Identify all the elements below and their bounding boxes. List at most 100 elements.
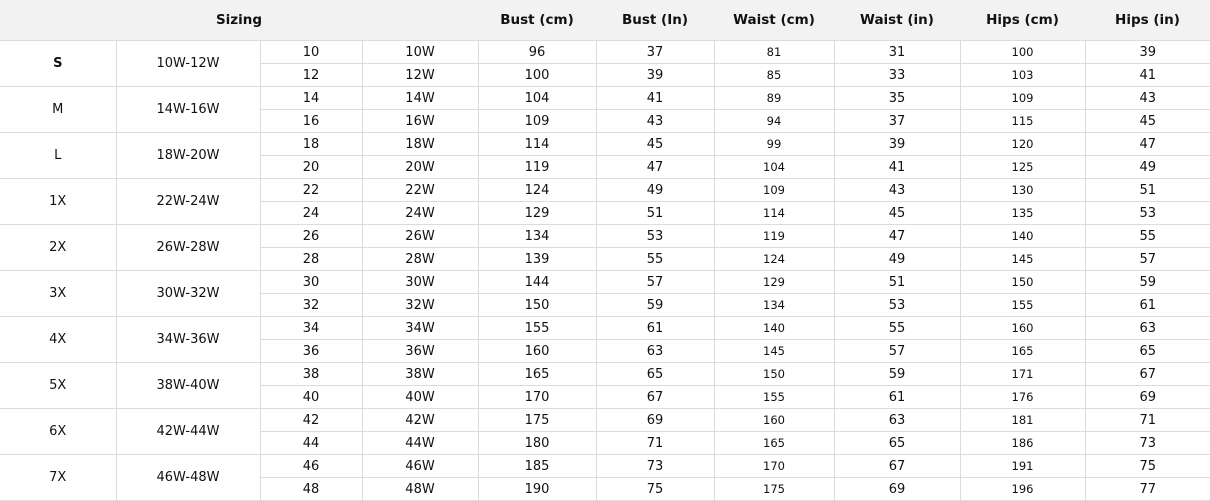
- bust-in-cell: 39: [595, 63, 715, 87]
- hips-in-cell: 43: [1084, 86, 1210, 110]
- bust-in-cell: 49: [595, 178, 715, 202]
- us-size-cell: 22: [259, 178, 363, 202]
- us-size-cell: 32: [260, 293, 363, 317]
- bust-in-cell: 47: [595, 155, 715, 179]
- waist-in-cell: 35: [833, 86, 961, 110]
- table-row: 5X 38W-40W 38 38W 165 65 150 59 171 67: [0, 362, 1210, 409]
- header-sizing: Sizing: [0, 0, 478, 41]
- hips-in-cell: 57: [1084, 247, 1210, 271]
- hips-in-cell: 61: [1084, 293, 1210, 317]
- size-label: 3X: [0, 270, 117, 317]
- waist-cm-cell: 160: [713, 408, 835, 432]
- table-row: 4X 34W-36W 34 34W 155 61 140 55 160 63: [0, 316, 1210, 363]
- bust-in-cell: 57: [595, 270, 715, 294]
- w-size-cell: 16W: [361, 109, 479, 133]
- waist-in-cell: 33: [833, 63, 961, 87]
- header-waist-in: Waist (in): [834, 0, 960, 41]
- bust-cm-cell: 180: [477, 431, 597, 455]
- hips-cm-cell: 135: [959, 201, 1086, 225]
- waist-cm-cell: 94: [713, 109, 835, 133]
- bust-cm-cell: 134: [477, 224, 597, 248]
- bust-cm-cell: 144: [477, 270, 597, 294]
- hips-in-cell: 65: [1084, 339, 1210, 363]
- size-label: M: [0, 86, 117, 133]
- waist-in-cell: 43: [833, 178, 961, 202]
- w-size-cell: 20W: [361, 155, 479, 179]
- w-size-cell: 46W: [361, 454, 479, 478]
- us-size-cell: 12: [260, 63, 363, 87]
- bust-cm-cell: 114: [477, 132, 597, 156]
- waist-in-cell: 37: [833, 109, 961, 133]
- hips-in-cell: 75: [1084, 454, 1210, 478]
- waist-in-cell: 47: [833, 224, 961, 248]
- bust-in-cell: 63: [595, 339, 715, 363]
- w-size-cell: 22W: [361, 178, 479, 202]
- us-size-cell: 10: [259, 40, 363, 64]
- hips-cm-cell: 115: [959, 109, 1086, 133]
- size-range: 42W-44W: [115, 408, 261, 455]
- waist-in-cell: 57: [833, 339, 961, 363]
- hips-cm-cell: 100: [959, 40, 1086, 64]
- w-size-cell: 44W: [361, 431, 479, 455]
- bust-cm-cell: 100: [477, 63, 597, 87]
- hips-in-cell: 41: [1084, 63, 1210, 87]
- hips-cm-cell: 176: [959, 385, 1086, 409]
- size-range: 22W-24W: [115, 178, 261, 225]
- bust-in-cell: 67: [595, 385, 715, 409]
- bust-cm-cell: 139: [477, 247, 597, 271]
- bust-cm-cell: 129: [477, 201, 597, 225]
- hips-cm-cell: 181: [959, 408, 1086, 432]
- header-bust-in: Bust (In): [596, 0, 714, 41]
- us-size-cell: 44: [260, 431, 363, 455]
- us-size-cell: 38: [259, 362, 363, 386]
- table-row: 36 36W 160 63 145 57 165 65: [0, 339, 1210, 363]
- w-size-cell: 30W: [361, 270, 479, 294]
- us-size-cell: 28: [260, 247, 363, 271]
- bust-in-cell: 41: [595, 86, 715, 110]
- size-label: L: [0, 132, 117, 179]
- waist-cm-cell: 104: [713, 155, 835, 179]
- hips-in-cell: 53: [1084, 201, 1210, 225]
- waist-cm-cell: 109: [713, 178, 835, 202]
- waist-cm-cell: 81: [713, 40, 835, 64]
- waist-cm-cell: 175: [713, 477, 835, 501]
- waist-in-cell: 63: [833, 408, 961, 432]
- waist-cm-cell: 114: [713, 201, 835, 225]
- table-row: S 10W-12W 10 10W 96 37 81 31 100 39: [0, 40, 1210, 87]
- header-waist-cm: Waist (cm): [714, 0, 834, 41]
- w-size-cell: 18W: [361, 132, 479, 156]
- waist-cm-cell: 170: [713, 454, 835, 478]
- hips-cm-cell: 165: [959, 339, 1086, 363]
- waist-in-cell: 59: [833, 362, 961, 386]
- w-size-cell: 12W: [361, 63, 479, 87]
- header-hips-cm: Hips (cm): [960, 0, 1085, 41]
- hips-cm-cell: 140: [959, 224, 1086, 248]
- waist-in-cell: 31: [833, 40, 961, 64]
- bust-cm-cell: 155: [477, 316, 597, 340]
- waist-cm-cell: 150: [713, 362, 835, 386]
- waist-in-cell: 51: [833, 270, 961, 294]
- waist-in-cell: 69: [833, 477, 961, 501]
- table-row: 32 32W 150 59 134 53 155 61: [0, 293, 1210, 317]
- table-row: 28 28W 139 55 124 49 145 57: [0, 247, 1210, 271]
- bust-cm-cell: 165: [477, 362, 597, 386]
- bust-in-cell: 73: [595, 454, 715, 478]
- waist-cm-cell: 165: [713, 431, 835, 455]
- hips-cm-cell: 103: [959, 63, 1086, 87]
- header-row: Sizing Bust (cm) Bust (In) Waist (cm) Wa…: [0, 0, 1210, 41]
- us-size-cell: 40: [260, 385, 363, 409]
- size-range: 34W-36W: [115, 316, 261, 363]
- bust-cm-cell: 124: [477, 178, 597, 202]
- us-size-cell: 30: [259, 270, 363, 294]
- table-row: 2X 26W-28W 26 26W 134 53 119 47 140 55: [0, 224, 1210, 271]
- size-label: 5X: [0, 362, 117, 409]
- waist-in-cell: 39: [833, 132, 961, 156]
- us-size-cell: 26: [259, 224, 363, 248]
- hips-cm-cell: 155: [959, 293, 1086, 317]
- hips-cm-cell: 125: [959, 155, 1086, 179]
- waist-in-cell: 55: [833, 316, 961, 340]
- hips-in-cell: 51: [1084, 178, 1210, 202]
- hips-in-cell: 73: [1084, 431, 1210, 455]
- bust-in-cell: 59: [595, 293, 715, 317]
- bust-cm-cell: 96: [477, 40, 597, 64]
